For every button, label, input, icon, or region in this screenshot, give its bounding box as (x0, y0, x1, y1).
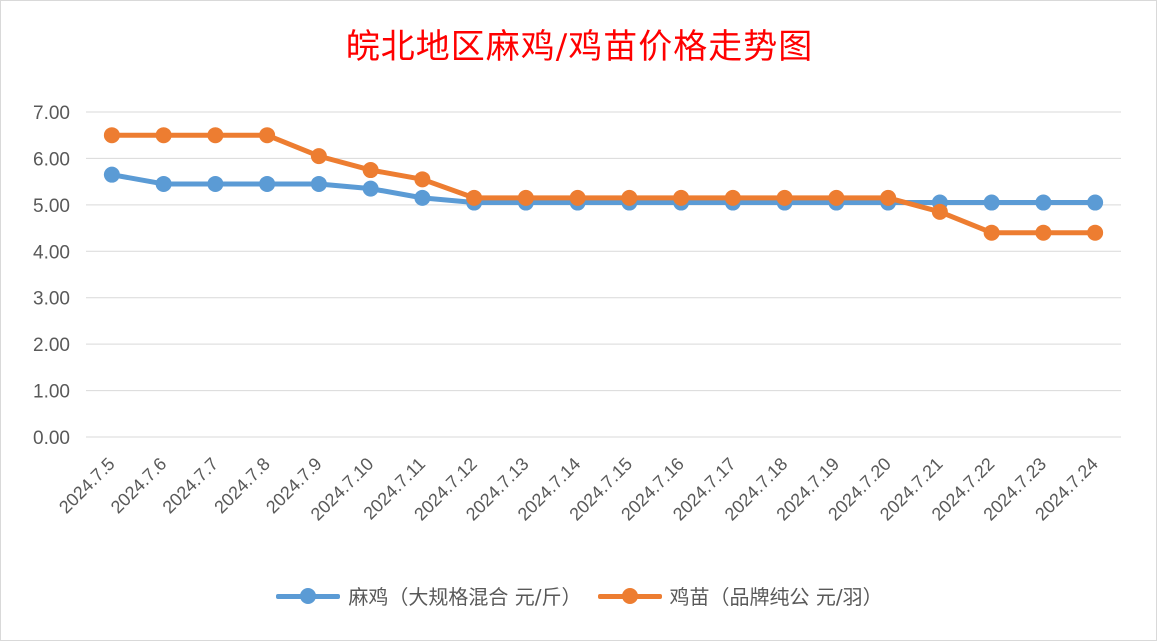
data-point-series-1-8 (517, 189, 534, 206)
data-point-series-1-16 (931, 203, 948, 220)
data-point-series-1-19 (1087, 224, 1104, 241)
data-point-series-1-18 (1035, 224, 1052, 241)
x-tick-label-1: 2024.7.6 (107, 454, 171, 518)
data-point-series-1-0 (103, 127, 120, 144)
y-tick-label-1: 1.00 (33, 382, 70, 403)
y-tick-label-5: 5.00 (33, 196, 70, 217)
series-line-0 (109, 172, 1098, 206)
data-point-series-0-5 (362, 180, 379, 197)
data-point-series-0-3 (259, 175, 276, 192)
legend: 麻鸡（大规格混合 元/斤） 鸡苗（品牌纯公 元/羽） (1, 581, 1157, 610)
data-point-series-0-6 (414, 189, 431, 206)
legend-label-series-0: 麻鸡（大规格混合 元/斤） (348, 585, 582, 609)
y-tick-label-2: 2.00 (33, 335, 70, 356)
data-point-series-1-15 (880, 189, 897, 206)
data-point-series-0-0 (103, 166, 120, 183)
y-tick-label-3: 3.00 (33, 289, 70, 310)
data-point-series-1-12 (724, 189, 741, 206)
legend-item-series-1[interactable]: 鸡苗（品牌纯公 元/羽） (597, 581, 883, 610)
data-point-series-1-3 (259, 127, 276, 144)
data-point-series-1-4 (310, 148, 327, 165)
legend-item-series-0[interactable]: 麻鸡（大规格混合 元/斤） (276, 581, 582, 610)
data-point-series-1-6 (414, 171, 431, 188)
y-tick-label-6: 6.00 (33, 149, 70, 170)
data-point-series-1-2 (207, 127, 224, 144)
data-point-series-1-13 (776, 189, 793, 206)
legend-swatch-series-1 (597, 586, 662, 606)
legend-swatch-series-0 (276, 586, 341, 606)
data-point-series-1-5 (362, 162, 379, 179)
data-point-series-1-7 (466, 189, 483, 206)
data-point-series-1-11 (673, 189, 690, 206)
data-point-series-0-2 (207, 175, 224, 192)
x-tick-label-2: 2024.7.7 (159, 454, 223, 518)
data-point-series-0-19 (1087, 194, 1104, 211)
series-line-1 (109, 132, 1098, 236)
data-point-series-1-14 (828, 189, 845, 206)
data-point-series-1-1 (155, 127, 172, 144)
data-point-series-1-17 (983, 224, 1000, 241)
data-point-series-0-18 (1035, 194, 1052, 211)
y-tick-label-0: 0.00 (33, 428, 70, 449)
data-point-series-0-17 (983, 194, 1000, 211)
legend-label-series-1: 鸡苗（品牌纯公 元/羽） (669, 585, 883, 609)
y-tick-label-7: 7.00 (33, 103, 70, 124)
data-point-series-0-4 (310, 175, 327, 192)
data-point-series-1-9 (569, 189, 586, 206)
chart-title: 皖北地区麻鸡/鸡苗价格走势图 (345, 27, 814, 67)
y-tick-label-4: 4.00 (33, 242, 70, 263)
x-tick-label-3: 2024.7.8 (210, 454, 274, 518)
data-point-series-0-1 (155, 175, 172, 192)
data-point-series-1-10 (621, 189, 638, 206)
x-tick-label-0: 2024.7.5 (55, 454, 119, 518)
